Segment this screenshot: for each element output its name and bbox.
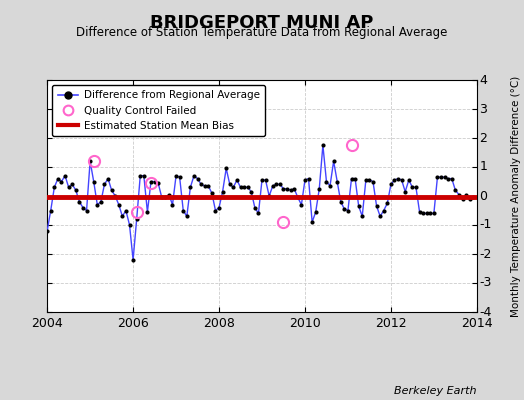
Text: 0: 0 (479, 190, 487, 202)
Text: Berkeley Earth: Berkeley Earth (395, 386, 477, 396)
Text: Monthly Temperature Anomaly Difference (°C): Monthly Temperature Anomaly Difference (… (511, 75, 521, 317)
Text: -1: -1 (479, 218, 492, 232)
Text: 4: 4 (479, 74, 487, 86)
Text: -2: -2 (479, 248, 492, 260)
Text: Difference of Station Temperature Data from Regional Average: Difference of Station Temperature Data f… (77, 26, 447, 39)
Text: BRIDGEPORT MUNI AP: BRIDGEPORT MUNI AP (150, 14, 374, 32)
Text: -4: -4 (479, 306, 492, 318)
Text: -3: -3 (479, 276, 492, 290)
Text: 3: 3 (479, 102, 487, 116)
Text: 1: 1 (479, 160, 487, 174)
Text: 2: 2 (479, 132, 487, 144)
